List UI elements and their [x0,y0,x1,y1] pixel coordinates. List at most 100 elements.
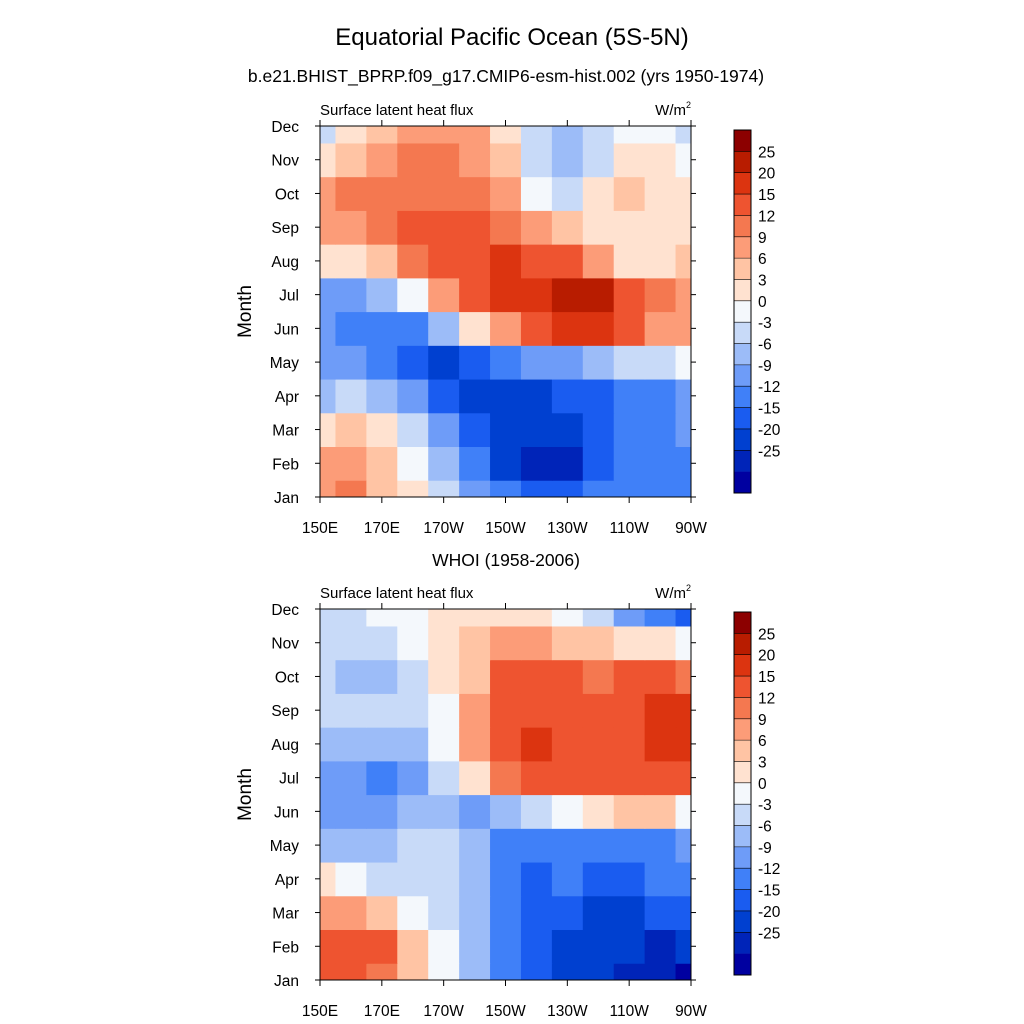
y-tick-label: Feb [272,939,299,956]
heatmap-cell [582,963,615,980]
heatmap-cell [320,828,337,863]
heatmap-cell [335,311,367,346]
heatmap-cell [366,895,398,931]
colorbar-label: 12 [758,208,775,225]
heatmap-cell [335,480,367,497]
colorbar-box [734,172,751,195]
heatmap-cell [675,861,691,897]
heatmap-cell [397,794,429,829]
y-tick-label: Aug [271,254,299,271]
heatmap-cells [320,126,691,497]
heatmap-cell [675,760,691,796]
heatmap-cell [320,345,337,380]
heatmap-cell [428,760,460,796]
heatmap-cell [551,480,584,497]
heatmap-cell [320,210,337,245]
heatmap-cell [366,311,398,346]
y-tick-label: Mar [272,423,299,440]
heatmap-cell [520,794,553,829]
heatmap-cell [320,963,337,980]
heatmap-cell [551,828,584,863]
heatmap-cell [520,210,553,245]
heatmap-cell [335,446,367,481]
colorbar-frame [733,129,752,494]
heatmap-cell [613,929,646,964]
heatmap-cell [644,693,677,728]
y-tick-label: Feb [272,456,299,473]
y-axis-label: Month [235,768,256,821]
x-tick-label: 170W [423,1003,464,1020]
heatmap-cell [335,929,367,964]
heatmap-cell [582,861,615,897]
colorbar-label: -9 [758,840,772,857]
heatmap-cell [428,277,460,313]
heatmap-cell [490,659,522,694]
colorbar-box [734,676,751,698]
heatmap-cell [320,311,337,346]
colorbar-box [734,194,751,216]
heatmap-cell [490,126,522,144]
heatmap-cell [675,625,691,661]
heatmap-cell [366,142,398,178]
colorbar-box [734,846,751,869]
colorbar-label: 12 [758,690,775,707]
heatmap-cell [428,446,460,481]
colorbar-box [734,761,751,784]
heatmap-cell [459,126,491,144]
heatmap-cell [397,963,429,980]
heatmap-cell [428,345,460,380]
heatmap-cell [582,929,615,964]
heatmap-cell [366,210,398,245]
heatmap-cell [613,625,646,661]
heatmap-cell [397,727,429,762]
colorbar-box [734,633,751,655]
heatmap-cell [613,861,646,897]
colorbar-box [734,407,751,430]
heatmap-cell [520,693,553,728]
heatmap-cell [490,861,522,897]
x-tick-label: 170E [364,1003,400,1020]
heatmap-cell [428,244,460,279]
colorbar-box [734,130,751,152]
colorbar-box [734,236,751,259]
colorbar-label: -3 [758,315,772,332]
heatmap-cell [551,412,584,448]
heatmap-cell [397,828,429,863]
heatmap-cell [675,412,691,448]
heatmap-cell [520,277,553,313]
heatmap-cell [490,378,522,414]
panel-title: WHOI (1958-2006) [432,550,580,570]
heatmap-cell [551,929,584,964]
heatmap-cell [520,142,553,178]
heatmap-cell [320,659,337,694]
colorbar-label: -12 [758,379,780,396]
heatmap-cell [613,760,646,796]
heatmap-cell [644,861,677,897]
heatmap-cell [613,963,646,980]
heatmap-cell [397,659,429,694]
heatmap-cell [320,126,337,144]
heatmap-cell [320,895,337,931]
heatmap-cell [644,176,677,211]
heatmap-cell [644,828,677,863]
colorbar: 25 20 15 12 9 6 3 0 -3 -6 -9 -12 -15 -20 -25 [733,129,781,494]
heatmap-cell [551,895,584,931]
heatmap-cell [644,244,677,279]
y-tick-label: May [270,838,300,855]
heatmap-cell [520,378,553,414]
left-string: Surface latent heat flux [320,102,474,119]
heatmap-cell [428,929,460,964]
heatmap-cell [582,693,615,728]
colorbar-label: 6 [758,733,767,750]
heatmap-cell [551,609,584,627]
heatmap-cell [520,609,553,627]
heatmap-cell [613,311,646,346]
heatmap-cell [644,277,677,313]
heatmap-cell [675,378,691,414]
heatmap-cell [459,176,491,211]
heatmap-cell [675,210,691,245]
heatmap-cell [366,378,398,414]
colorbar-label: -3 [758,797,772,814]
heatmap-cell [675,963,691,980]
heatmap-cell [366,929,398,964]
